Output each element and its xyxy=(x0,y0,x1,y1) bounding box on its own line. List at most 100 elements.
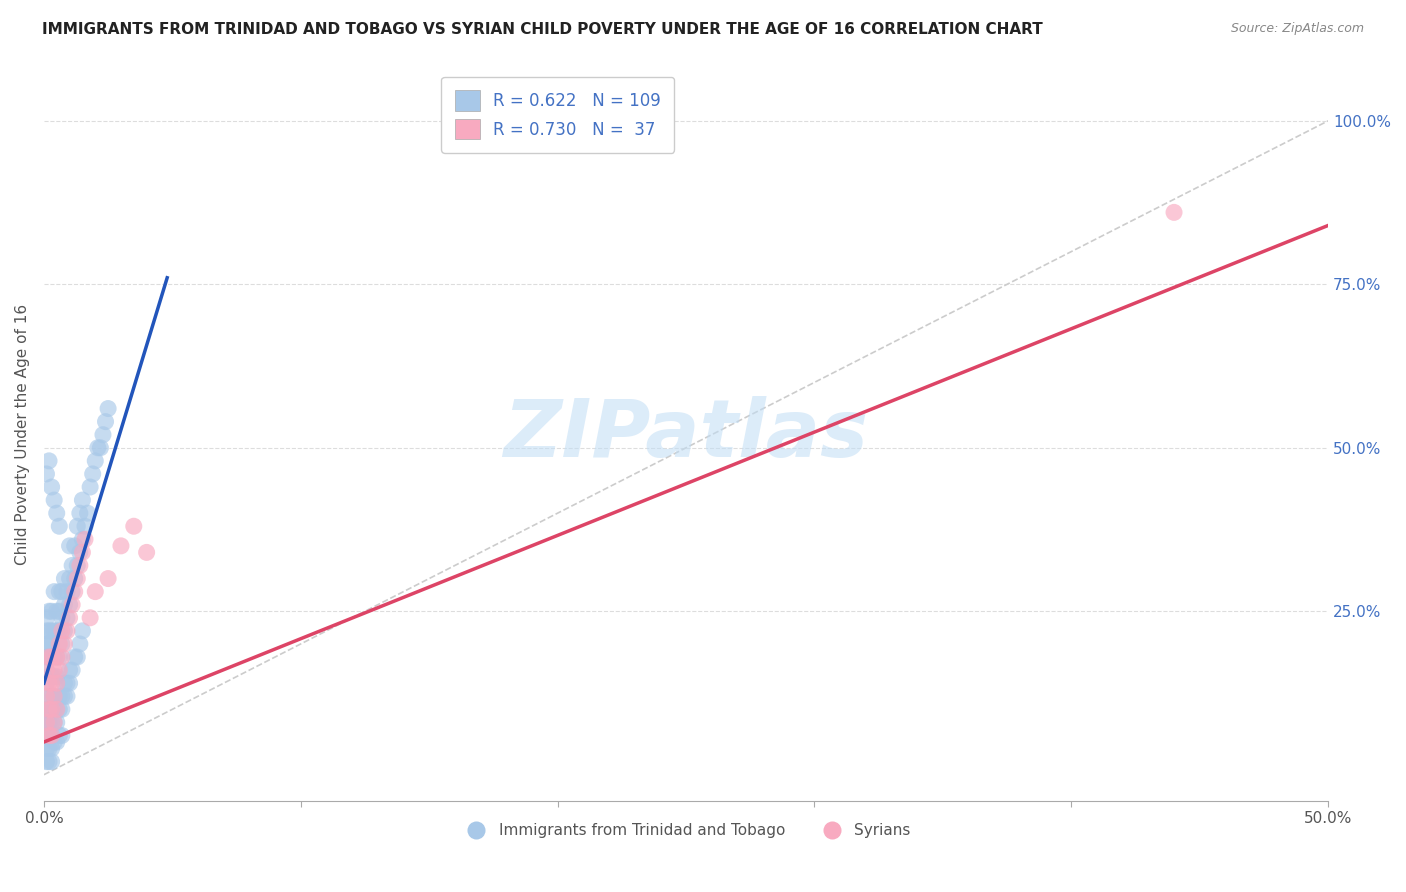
Point xyxy=(60,584,83,599)
Point xyxy=(69,637,91,651)
Point xyxy=(58,676,80,690)
Point xyxy=(48,650,70,665)
Point xyxy=(35,624,58,638)
Point xyxy=(38,729,60,743)
Point xyxy=(87,441,110,455)
Point xyxy=(51,611,73,625)
Point xyxy=(51,690,73,704)
Point xyxy=(35,467,58,481)
Text: IMMIGRANTS FROM TRINIDAD AND TOBAGO VS SYRIAN CHILD POVERTY UNDER THE AGE OF 16 : IMMIGRANTS FROM TRINIDAD AND TOBAGO VS S… xyxy=(42,22,1043,37)
Point xyxy=(58,598,80,612)
Point xyxy=(41,729,63,743)
Point xyxy=(35,611,58,625)
Point xyxy=(41,480,63,494)
Legend: Immigrants from Trinidad and Tobago, Syrians: Immigrants from Trinidad and Tobago, Syr… xyxy=(456,817,917,845)
Point xyxy=(110,539,132,553)
Point xyxy=(38,650,60,665)
Point xyxy=(73,533,96,547)
Point xyxy=(41,670,63,684)
Point xyxy=(53,572,76,586)
Point xyxy=(63,584,86,599)
Point xyxy=(35,663,58,677)
Point xyxy=(53,598,76,612)
Point xyxy=(63,539,86,553)
Point xyxy=(48,519,70,533)
Point xyxy=(41,702,63,716)
Point xyxy=(48,729,70,743)
Point xyxy=(45,702,67,716)
Point xyxy=(45,670,67,684)
Point xyxy=(44,715,66,730)
Point xyxy=(38,690,60,704)
Point xyxy=(84,454,107,468)
Point xyxy=(38,729,60,743)
Point xyxy=(41,702,63,716)
Point xyxy=(66,572,89,586)
Point xyxy=(72,493,94,508)
Point xyxy=(51,637,73,651)
Point xyxy=(97,572,120,586)
Point xyxy=(38,741,60,756)
Point xyxy=(44,735,66,749)
Point xyxy=(41,729,63,743)
Point xyxy=(51,702,73,716)
Point xyxy=(38,676,60,690)
Point xyxy=(45,715,67,730)
Point xyxy=(72,624,94,638)
Point xyxy=(38,715,60,730)
Point xyxy=(63,572,86,586)
Point xyxy=(41,755,63,769)
Point xyxy=(72,533,94,547)
Point xyxy=(44,493,66,508)
Point xyxy=(45,735,67,749)
Point xyxy=(97,401,120,416)
Point xyxy=(44,624,66,638)
Point xyxy=(35,729,58,743)
Point xyxy=(51,624,73,638)
Point xyxy=(56,584,79,599)
Point xyxy=(51,729,73,743)
Point xyxy=(41,715,63,730)
Point xyxy=(41,741,63,756)
Point xyxy=(38,702,60,716)
Point xyxy=(48,663,70,677)
Point xyxy=(41,690,63,704)
Point xyxy=(44,690,66,704)
Point xyxy=(35,650,58,665)
Point xyxy=(38,604,60,618)
Point xyxy=(38,670,60,684)
Point xyxy=(58,572,80,586)
Point xyxy=(60,598,83,612)
Point xyxy=(56,690,79,704)
Point xyxy=(45,650,67,665)
Point xyxy=(48,584,70,599)
Point xyxy=(76,506,98,520)
Point xyxy=(91,427,114,442)
Point xyxy=(79,480,101,494)
Point xyxy=(41,650,63,665)
Text: Source: ZipAtlas.com: Source: ZipAtlas.com xyxy=(1230,22,1364,36)
Point xyxy=(35,702,58,716)
Point xyxy=(35,715,58,730)
Point xyxy=(41,624,63,638)
Point xyxy=(38,637,60,651)
Point xyxy=(94,415,117,429)
Point xyxy=(45,702,67,716)
Point xyxy=(63,650,86,665)
Point xyxy=(44,663,66,677)
Point xyxy=(53,676,76,690)
Point xyxy=(135,545,157,559)
Point xyxy=(44,650,66,665)
Point xyxy=(44,670,66,684)
Point xyxy=(41,637,63,651)
Point xyxy=(122,519,145,533)
Point xyxy=(35,715,58,730)
Point xyxy=(44,690,66,704)
Text: ZIPatlas: ZIPatlas xyxy=(503,396,869,474)
Point xyxy=(66,519,89,533)
Point xyxy=(35,663,58,677)
Point xyxy=(69,558,91,573)
Point xyxy=(35,741,58,756)
Point xyxy=(69,545,91,559)
Point xyxy=(48,604,70,618)
